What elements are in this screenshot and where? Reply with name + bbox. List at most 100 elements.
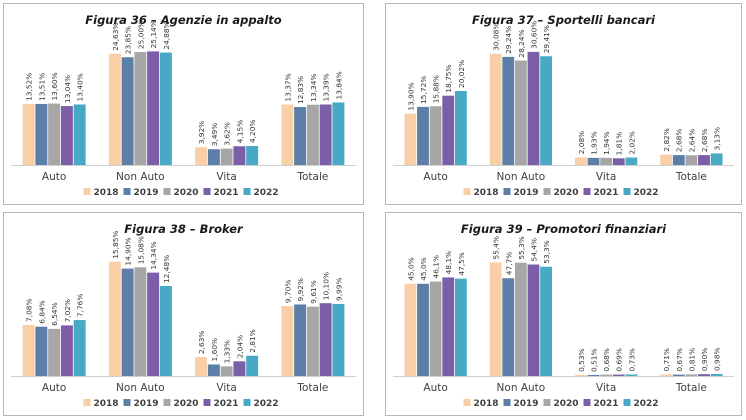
data-label-non-auto-2022: 12,48% bbox=[162, 255, 171, 283]
bar-auto-2022 bbox=[73, 104, 86, 165]
legend-label-2021: 2021 bbox=[214, 399, 239, 409]
legend-label-2020: 2020 bbox=[174, 399, 199, 409]
data-label-non-auto-2021: 25,14% bbox=[149, 20, 158, 48]
chart-panel-agenzie: Figura 36 – Agenzie in appalto 13,52% 24,6… bbox=[3, 3, 364, 205]
legend-swatch-2019 bbox=[123, 188, 131, 195]
chart-title: Figura 36 – Agenzie in appalto bbox=[85, 13, 282, 27]
bar-auto-2021 bbox=[442, 277, 455, 376]
legend-label-2022: 2022 bbox=[634, 188, 659, 198]
bar-non-auto-2021 bbox=[527, 264, 540, 376]
data-label-auto-2021: 13,04% bbox=[63, 75, 72, 103]
bar-auto-2018 bbox=[22, 324, 35, 376]
legend-label-2021: 2021 bbox=[214, 188, 239, 198]
bar-non-auto-2021 bbox=[147, 272, 160, 376]
bar-auto-2022 bbox=[454, 278, 467, 376]
bar-totale-2019 bbox=[294, 107, 307, 165]
data-label-auto-2019: 15,72% bbox=[419, 76, 428, 104]
bar-vita-2020 bbox=[220, 148, 233, 165]
x-tick-label-totale: Totale bbox=[675, 382, 707, 394]
bar-vita-2022 bbox=[625, 374, 638, 376]
data-label-totale-2022: 13,84% bbox=[334, 71, 343, 99]
data-label-non-auto-2020: 25,00% bbox=[136, 21, 145, 49]
bar-auto-2021 bbox=[442, 95, 455, 165]
data-label-totale-2018: 13,37% bbox=[283, 73, 292, 101]
bar-auto-2018 bbox=[404, 113, 417, 165]
legend-label-2022: 2022 bbox=[634, 399, 659, 409]
legend-swatch-2022 bbox=[243, 399, 251, 406]
bar-auto-2020 bbox=[429, 106, 442, 165]
data-label-auto-2022: 47,5% bbox=[457, 252, 466, 275]
bar-totale-2018 bbox=[281, 104, 294, 165]
bar-totale-2018 bbox=[281, 306, 294, 376]
data-label-vita-2022: 0,73% bbox=[627, 348, 636, 371]
bar-auto-2021 bbox=[60, 106, 73, 165]
data-label-auto-2020: 6,54% bbox=[50, 302, 59, 325]
bar-non-auto-2018 bbox=[108, 261, 121, 376]
legend-swatch-2021 bbox=[583, 188, 591, 195]
bar-non-auto-2019 bbox=[121, 57, 134, 165]
legend-swatch-2020 bbox=[543, 399, 551, 406]
x-tick-label-non-auto: Non Auto bbox=[497, 382, 546, 394]
legend-label-2022: 2022 bbox=[254, 399, 279, 409]
data-label-non-auto-2020: 15,08% bbox=[136, 236, 145, 264]
bar-vita-2022 bbox=[246, 355, 259, 376]
bar-auto-2019 bbox=[35, 326, 48, 376]
bar-totale-2022 bbox=[710, 153, 723, 165]
data-label-non-auto-2019: 23,85% bbox=[124, 26, 133, 54]
data-label-vita-2022: 2,02% bbox=[627, 131, 636, 154]
bar-non-auto-2021 bbox=[147, 51, 160, 165]
bar-totale-2020 bbox=[685, 155, 698, 165]
data-label-non-auto-2022: 29,41% bbox=[542, 25, 551, 53]
bar-non-auto-2019 bbox=[502, 278, 515, 376]
chart-svg: Figura 36 – Agenzie in appalto 13,52% 24,6… bbox=[3, 3, 364, 205]
data-label-totale-2022: 9,99% bbox=[334, 277, 343, 300]
data-label-auto-2020: 46,1% bbox=[432, 255, 441, 278]
legend-label-2020: 2020 bbox=[554, 188, 579, 198]
bar-auto-2022 bbox=[73, 320, 86, 376]
panel-border bbox=[3, 3, 364, 205]
chart-panel-promotori: Figura 39 – Promotori finanziari 45,0% 55,… bbox=[385, 212, 742, 416]
bar-non-auto-2019 bbox=[121, 268, 134, 376]
legend-swatch-2018 bbox=[83, 399, 91, 406]
bar-auto-2018 bbox=[404, 283, 417, 376]
chart-title: Figura 39 – Promotori finanziari bbox=[461, 222, 667, 236]
bar-non-auto-2019 bbox=[502, 56, 515, 165]
bar-vita-2019 bbox=[207, 149, 220, 165]
legend-swatch-2018 bbox=[463, 188, 471, 195]
data-label-vita-2021: 4,15% bbox=[235, 120, 244, 143]
bar-totale-2021 bbox=[319, 303, 332, 376]
bar-non-auto-2018 bbox=[108, 53, 121, 165]
legend-label-2021: 2021 bbox=[594, 399, 619, 409]
data-label-vita-2020: 1,33% bbox=[223, 340, 232, 363]
data-label-vita-2020: 3,62% bbox=[223, 122, 232, 145]
data-label-auto-2021: 18,75% bbox=[444, 64, 453, 92]
bar-totale-2018 bbox=[660, 374, 673, 376]
legend-swatch-2021 bbox=[583, 399, 591, 406]
data-label-auto-2018: 13,90% bbox=[406, 82, 415, 110]
data-label-auto-2021: 48,1% bbox=[444, 251, 453, 274]
x-tick-label-totale: Totale bbox=[675, 171, 707, 183]
data-label-vita-2019: 1,60% bbox=[210, 338, 219, 361]
legend-swatch-2020 bbox=[163, 188, 171, 195]
x-tick-label-auto: Auto bbox=[42, 171, 66, 183]
data-label-auto-2019: 6,84% bbox=[37, 300, 46, 323]
data-label-auto-2019: 13,51% bbox=[37, 73, 46, 101]
data-label-totale-2019: 9,92% bbox=[296, 278, 305, 301]
data-label-auto-2018: 13,52% bbox=[25, 73, 34, 101]
x-tick-label-auto: Auto bbox=[423, 382, 447, 394]
bar-non-auto-2020 bbox=[134, 52, 147, 166]
bar-totale-2022 bbox=[332, 102, 345, 165]
bar-auto-2020 bbox=[48, 103, 61, 165]
legend-label-2020: 2020 bbox=[554, 399, 579, 409]
data-label-non-auto-2019: 47,7% bbox=[504, 252, 513, 275]
data-label-totale-2022: 3,13% bbox=[713, 127, 722, 150]
legend-swatch-2019 bbox=[503, 188, 511, 195]
legend-swatch-2022 bbox=[623, 399, 631, 406]
legend-swatch-2018 bbox=[463, 399, 471, 406]
data-label-vita-2020: 0,68% bbox=[602, 348, 611, 371]
legend-swatch-2020 bbox=[543, 188, 551, 195]
x-tick-label-auto: Auto bbox=[423, 171, 447, 183]
data-label-auto-2022: 13,40% bbox=[76, 73, 85, 101]
data-label-non-auto-2019: 29,24% bbox=[504, 26, 513, 54]
data-label-totale-2021: 2,68% bbox=[700, 129, 709, 152]
